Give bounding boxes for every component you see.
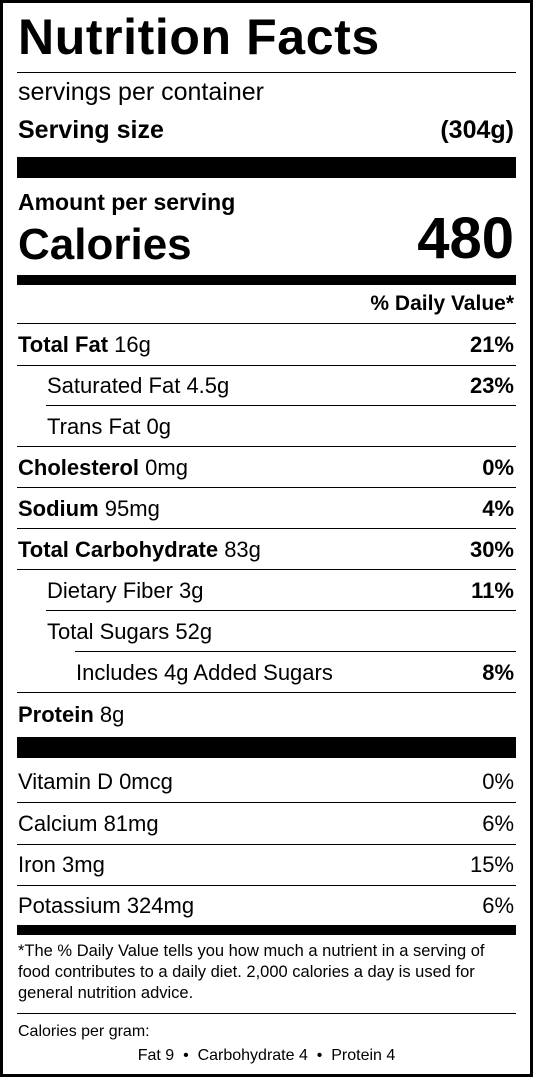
nutrient-dv: 11% <box>471 578 514 603</box>
vitamin-d: Vitamin D 0mcg <box>18 769 173 794</box>
divider <box>17 1013 516 1014</box>
calories-value: 480 <box>417 206 514 271</box>
nutrient-name: Dietary Fiber <box>47 578 173 603</box>
divider <box>17 802 516 803</box>
nutrient-name: Trans Fat <box>47 414 141 439</box>
nutrient-dv: 8% <box>482 660 514 685</box>
divider <box>46 610 516 611</box>
nutrient-dietary-fiber: Dietary Fiber 3g <box>47 580 204 602</box>
divider <box>46 405 516 406</box>
vitamin-dv: 6% <box>482 811 514 836</box>
nutrient-dv: 21% <box>469 332 514 357</box>
nutrient-amount: 52g <box>175 619 213 644</box>
potassium: Potassium 324mg <box>18 893 195 918</box>
divider <box>17 487 516 488</box>
divider <box>17 885 516 886</box>
nutrient-dv: 23% <box>469 373 514 398</box>
amount-per-serving: Amount per serving <box>18 189 236 215</box>
serving-size-label: Serving size <box>18 116 164 144</box>
nutrient-name: Protein <box>18 702 94 727</box>
nutrient-dv: 30% <box>469 537 514 562</box>
nutrient-added-sugars: Includes 4g Added Sugars <box>76 660 333 685</box>
nutrient-saturated-fat: Saturated Fat 4.5g <box>47 375 229 397</box>
thick-divider <box>17 737 516 758</box>
divider <box>17 365 516 366</box>
calories-label: Calories <box>18 220 192 269</box>
nutrient-amount: 16g <box>114 332 151 357</box>
medium-divider <box>17 275 516 285</box>
nutrient-name: Cholesterol <box>18 455 140 480</box>
nutrient-amount: 3g <box>179 578 204 603</box>
nutrient-total-fat: Total Fat 16g <box>18 334 151 356</box>
nutrient-amount: 95mg <box>104 496 160 521</box>
nutrient-name: Total Sugars <box>47 619 170 644</box>
calories-per-gram-values: Fat 9 • Carbohydrate 4 • Protein 4 <box>137 1047 396 1064</box>
nutrient-dv: 0% <box>482 455 514 480</box>
divider <box>17 323 516 324</box>
label-title: Nutrition Facts <box>18 9 380 65</box>
medium-divider <box>17 925 516 935</box>
nutrient-amount: 0g <box>146 414 171 439</box>
calories-per-gram-label: Calories per gram: <box>18 1023 150 1040</box>
nutrient-amount: 8g <box>99 702 125 727</box>
nutrient-name: Saturated Fat <box>47 373 181 398</box>
footnote: *The % Daily Value tells you how much a … <box>18 942 485 1002</box>
divider <box>75 651 516 652</box>
nutrient-amount: 0mg <box>145 455 188 480</box>
vitamin-dv: 6% <box>482 893 514 918</box>
nutrient-name: Total Carbohydrate <box>18 537 219 562</box>
nutrient-name: Sodium <box>18 496 99 521</box>
calcium: Calcium 81mg <box>18 811 159 836</box>
nutrient-dv: 4% <box>482 496 514 521</box>
divider <box>17 692 516 693</box>
iron: Iron 3mg <box>18 852 105 877</box>
nutrient-total-sugars: Total Sugars 52g <box>47 621 212 643</box>
divider <box>17 569 516 570</box>
divider <box>17 446 516 447</box>
nutrient-total-carbohydrate: Total Carbohydrate 83g <box>18 539 261 561</box>
serving-size-value: (304g) <box>440 116 514 144</box>
nutrient-trans-fat: Trans Fat 0g <box>47 416 171 438</box>
nutrient-amount: 83g <box>224 537 261 562</box>
daily-value-header: % Daily Value* <box>370 292 514 315</box>
divider <box>17 528 516 529</box>
nutrient-sodium: Sodium 95mg <box>18 498 160 520</box>
nutrient-name: Total Fat <box>18 332 109 357</box>
divider <box>17 844 516 845</box>
nutrient-protein: Protein 8g <box>18 704 124 726</box>
nutrient-amount: 4.5g <box>186 373 230 398</box>
nutrient-cholesterol: Cholesterol 0mg <box>18 457 188 479</box>
vitamin-dv: 0% <box>482 769 514 794</box>
divider <box>17 72 516 73</box>
thick-divider <box>17 157 516 178</box>
vitamin-dv: 15% <box>469 852 514 877</box>
servings-per-container: servings per container <box>18 78 264 106</box>
